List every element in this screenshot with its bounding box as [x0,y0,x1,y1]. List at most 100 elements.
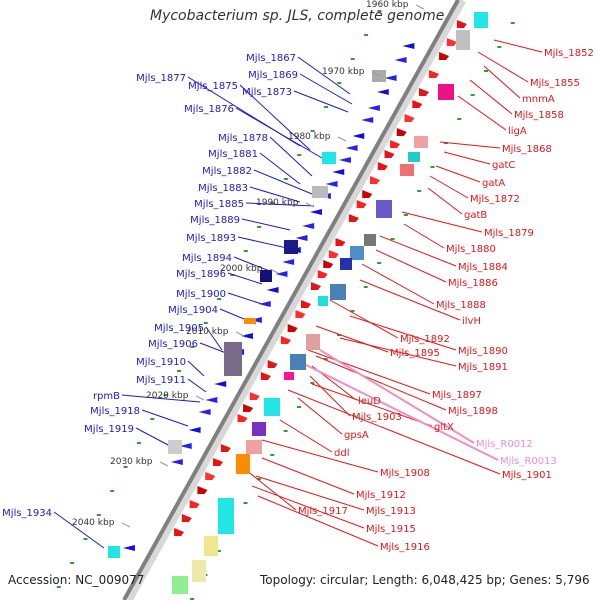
leader-mjls-1886 [375,249,447,283]
gene-label-gata[interactable]: gatA [482,178,505,189]
gene-label-mjls-1896[interactable]: Mjls_1896 [176,269,226,280]
tick-dot-right [323,358,328,360]
leader-mjls-1890 [349,315,457,351]
gene-label-mjls-1892[interactable]: Mjls_1892 [400,334,450,345]
gene-label-mjls-1934[interactable]: Mjls_1934 [2,508,52,519]
gene-label-mjls-1891[interactable]: Mjls_1891 [458,362,508,373]
gene-arrow-right [237,414,248,422]
gene-label-rpmb[interactable]: rpmB [93,391,120,402]
gene-product-box [400,164,414,176]
gene-label-mjls-1904[interactable]: Mjls_1904 [168,305,218,316]
tick-dot-left [310,130,315,132]
gene-label-mjls-1910[interactable]: Mjls_1910 [136,357,186,368]
gene-label-mjls-1872[interactable]: Mjls_1872 [470,194,520,205]
gene-label-mjls-r0012[interactable]: Mjls_R0012 [476,439,533,450]
gene-label-mjls-1918[interactable]: Mjls_1918 [90,406,140,417]
gene-label-mjls-1912[interactable]: Mjls_1912 [356,490,406,501]
gene-label-mjls-1877[interactable]: Mjls_1877 [136,73,186,84]
gene-label-mjls-1855[interactable]: Mjls_1855 [530,78,580,89]
gene-label-mjls-r0013[interactable]: Mjls_R0013 [500,456,557,467]
gene-label-mjls-1894[interactable]: Mjls_1894 [182,253,232,264]
tick-dot-left [283,178,288,180]
leader-mjls-1910 [187,360,205,377]
tick-dot-left [177,370,182,372]
gene-label-leud[interactable]: leuD [358,396,381,407]
gene-product-box [192,560,206,582]
gene-label-mjls-1858[interactable]: Mjls_1858 [514,110,564,121]
gene-label-mjls-1883[interactable]: Mjls_1883 [198,183,248,194]
gene-label-mjls-1882[interactable]: Mjls_1882 [202,166,252,177]
gene-label-mjls-1875[interactable]: Mjls_1875 [188,81,238,92]
leader-gltx [311,383,433,427]
gene-label-mjls-1881[interactable]: Mjls_1881 [208,149,258,160]
gene-label-mjls-1895[interactable]: Mjls_1895 [390,348,440,359]
gene-arrow-left [345,145,358,151]
gene-label-mjls-1889[interactable]: Mjls_1889 [190,215,240,226]
tick-dot-right [283,430,288,432]
gene-label-mjls-1915[interactable]: Mjls_1915 [366,524,416,535]
gene-label-mjls-1903[interactable]: Mjls_1903 [352,412,402,423]
gene-label-mjls-1880[interactable]: Mjls_1880 [446,244,496,255]
gene-label-mjls-1867[interactable]: Mjls_1867 [246,53,296,64]
gene-label-mjls-1878[interactable]: Mjls_1878 [218,133,268,144]
leader-mjls-1891 [339,337,457,367]
gene-label-mjls-1897[interactable]: Mjls_1897 [432,390,482,401]
gene-label-liga[interactable]: ligA [508,126,527,137]
gene-label-mjls-1905[interactable]: Mjls_1905 [154,323,204,334]
gene-arrow-right [356,200,367,208]
gene-arrow-right [181,514,192,522]
gene-label-mjls-1869[interactable]: Mjls_1869 [248,70,298,81]
gene-product-box [284,240,298,254]
gene-label-gltx[interactable]: gltX [434,422,454,433]
gene-arrow-left [332,169,345,175]
gene-label-mjls-1886[interactable]: Mjls_1886 [448,278,498,289]
gene-label-mjls-1885[interactable]: Mjls_1885 [194,199,244,210]
gene-arrow-right [335,238,346,246]
tick-dot-left [56,586,61,588]
gene-label-mjls-1901[interactable]: Mjls_1901 [502,470,552,481]
leader-mjls-1875 [239,84,311,151]
gene-label-ddl[interactable]: ddl [334,448,349,459]
gene-label-mjls-1876[interactable]: Mjls_1876 [184,104,234,115]
gene-arrow-right [390,140,401,148]
tick-dot-right [243,502,248,504]
gene-label-mnma[interactable]: mnmA [522,94,555,105]
gene-label-mjls-1906[interactable]: Mjls_1906 [148,339,198,350]
gene-label-mjls-1913[interactable]: Mjls_1913 [366,506,416,517]
gene-label-gatb[interactable]: gatB [464,210,487,221]
leader-mjls-1894 [233,256,273,273]
leader-mjls-1901 [287,389,501,475]
gene-label-mjls-1890[interactable]: Mjls_1890 [458,346,508,357]
gene-label-gpsa[interactable]: gpsA [344,430,369,441]
gene-label-mjls-1893[interactable]: Mjls_1893 [186,233,236,244]
leader-gpsa [297,397,343,435]
kbp-tick [269,268,279,274]
gene-product-box [318,296,328,306]
gene-label-gatc[interactable]: gatC [492,160,515,171]
tick-dot-left [110,490,115,492]
leader-mjls-r0013 [295,359,499,461]
gene-label-mjls-1908[interactable]: Mjls_1908 [380,468,430,479]
gene-label-mjls-1888[interactable]: Mjls_1888 [436,300,486,311]
gene-arrow-left [384,75,397,81]
tick-dot-right [470,94,475,96]
gene-label-mjls-1911[interactable]: Mjls_1911 [136,375,186,386]
leader-mjls-1884 [379,235,457,267]
gene-label-mjls-1852[interactable]: Mjls_1852 [544,48,594,59]
gene-label-mjls-1873[interactable]: Mjls_1873 [242,87,292,98]
gene-label-mjls-1879[interactable]: Mjls_1879 [484,228,534,239]
tick-dot-right [430,166,435,168]
gene-label-mjls-1900[interactable]: Mjls_1900 [176,289,226,300]
gene-label-mjls-1919[interactable]: Mjls_1919 [84,424,134,435]
gene-label-mjls-1868[interactable]: Mjls_1868 [502,144,552,155]
gene-label-mjls-1898[interactable]: Mjls_1898 [448,406,498,417]
gene-label-mjls-1884[interactable]: Mjls_1884 [458,262,508,273]
gene-label-mjls-1916[interactable]: Mjls_1916 [380,542,430,553]
gene-arrow-right [197,486,208,494]
gene-arrow-right [287,324,298,332]
gene-label-mjls-1917[interactable]: Mjls_1917 [298,506,348,517]
gene-label-ilvh[interactable]: ilvH [462,316,481,327]
kbp-label: 2040 kbp [72,518,115,528]
kbp-tick [337,136,347,142]
leader-mjls-1913 [255,475,365,511]
